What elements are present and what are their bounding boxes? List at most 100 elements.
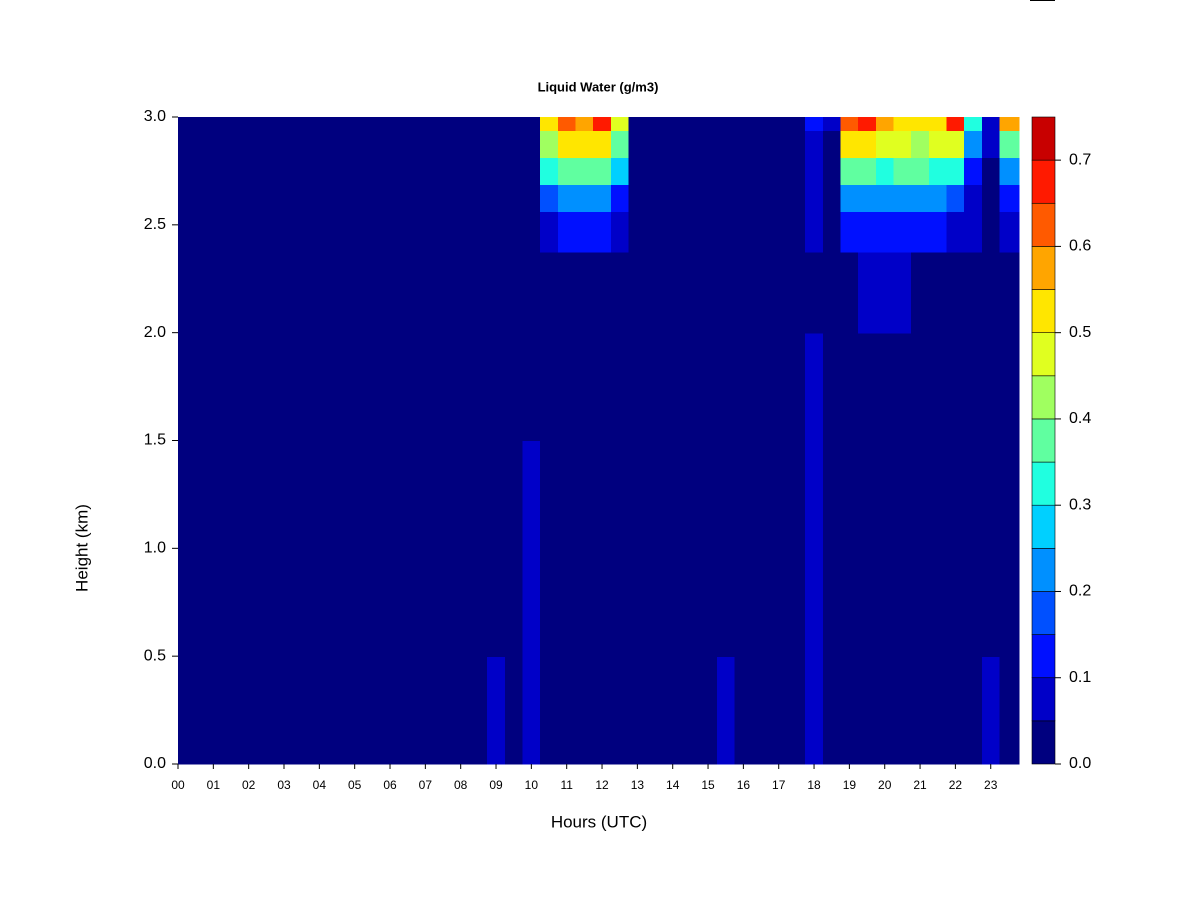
cell (610, 117, 630, 132)
cell (646, 656, 665, 765)
cell (893, 211, 912, 253)
cell (610, 157, 630, 185)
colorbar-swatch (1031, 116, 1056, 161)
cell (451, 656, 471, 765)
cell (946, 117, 965, 132)
cell (540, 117, 559, 132)
cell (540, 548, 559, 657)
cell (699, 184, 718, 212)
cell (292, 656, 312, 765)
cell (999, 440, 1020, 549)
cell (787, 332, 806, 442)
cell (504, 211, 524, 253)
cell (239, 440, 259, 549)
cell (716, 211, 736, 253)
cell (964, 130, 983, 159)
cell (222, 184, 241, 212)
cell (964, 211, 983, 253)
colorbar-swatch (1031, 202, 1056, 247)
cell (186, 440, 206, 549)
cell (646, 548, 665, 657)
cell (787, 211, 806, 253)
cell (928, 251, 948, 334)
cell (981, 656, 1001, 765)
cell (381, 548, 400, 657)
cell (292, 251, 312, 334)
cell (257, 656, 276, 765)
cell (999, 117, 1020, 132)
cell (504, 130, 524, 159)
x-tick-label: 10 (525, 778, 539, 792)
cell (504, 332, 524, 442)
cell (469, 184, 488, 212)
x-tick-label: 21 (913, 778, 927, 792)
x-tick-label: 22 (949, 778, 963, 792)
x-tick-label: 18 (807, 778, 821, 792)
cell (204, 656, 223, 765)
cell (787, 157, 806, 185)
cell (946, 130, 965, 159)
colorbar: 0.0 0.1 0.2 0.3 0.4 0.5 0.6 0.7 (1031, 116, 1091, 772)
cell (646, 211, 665, 253)
cell (575, 656, 594, 765)
cell (822, 117, 842, 132)
cell (981, 184, 1001, 212)
cell (805, 130, 824, 159)
cell (416, 332, 435, 442)
cell (540, 656, 559, 765)
cell (345, 332, 365, 442)
cell (186, 211, 206, 253)
cell (487, 548, 506, 657)
cell (875, 251, 895, 334)
cell (469, 130, 488, 159)
cell (451, 440, 471, 549)
cell (222, 548, 241, 657)
cell (610, 184, 630, 212)
cell (204, 440, 223, 549)
cell (239, 548, 259, 657)
cell (911, 656, 930, 765)
cell (875, 130, 895, 159)
cell (628, 656, 647, 765)
cell (964, 184, 983, 212)
cell (858, 130, 877, 159)
cell (416, 184, 435, 212)
cell (504, 251, 524, 334)
cell (451, 548, 471, 657)
cell (540, 211, 559, 253)
cell (787, 251, 806, 334)
cell (328, 130, 347, 159)
cell (469, 548, 488, 657)
cell (593, 251, 612, 334)
cell (239, 211, 259, 253)
cell (522, 656, 541, 765)
cell (663, 184, 683, 212)
cell (434, 440, 453, 549)
cell (275, 548, 294, 657)
cell (557, 130, 577, 159)
cell (734, 184, 753, 212)
cell (363, 130, 382, 159)
cell (628, 332, 647, 442)
cell (557, 548, 577, 657)
cell (557, 251, 577, 334)
cell (522, 548, 541, 657)
cell (363, 184, 382, 212)
cell (398, 117, 418, 132)
cell (734, 656, 753, 765)
cell (257, 157, 276, 185)
cell (328, 548, 347, 657)
cell (522, 440, 541, 549)
cell (540, 184, 559, 212)
cell (681, 548, 700, 657)
cell (875, 117, 895, 132)
cell (522, 251, 541, 334)
contour-field (178, 117, 1020, 765)
cell (310, 440, 329, 549)
cell (292, 548, 312, 657)
cell (292, 211, 312, 253)
cell (911, 184, 930, 212)
cell (734, 440, 753, 549)
y-tick-label: 0.5 (144, 647, 166, 664)
